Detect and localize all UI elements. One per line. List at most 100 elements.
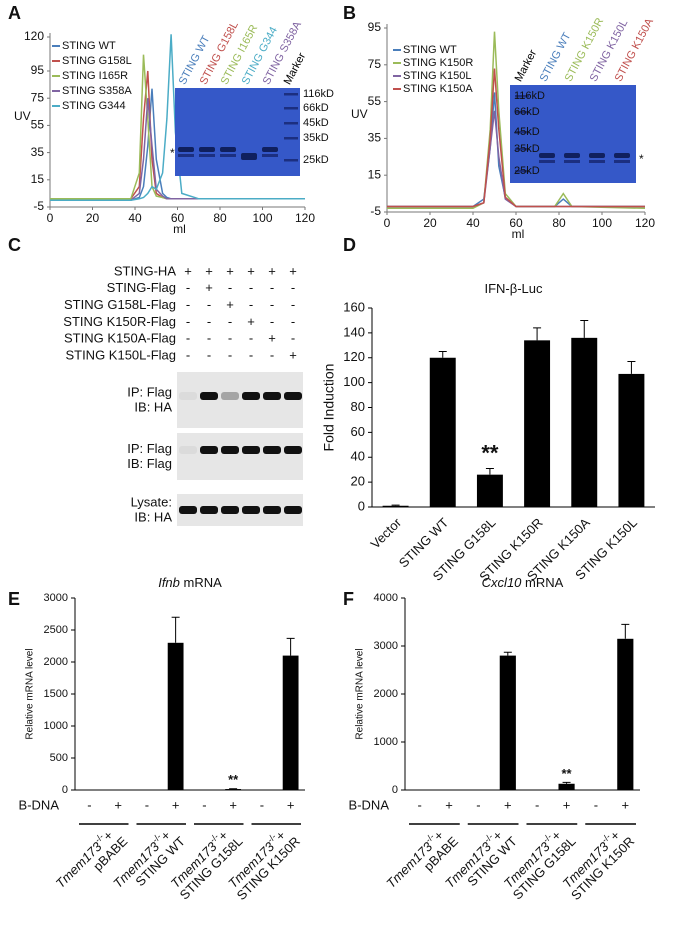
x-tick-label: + [504,797,512,812]
y-tick-label: 500 [50,752,68,764]
legend-label: STING K150L [403,70,471,82]
sign: + [268,331,276,346]
blot-label: Lysate: [131,494,172,509]
y-tick-label: 2000 [44,656,68,668]
error-bar [391,504,400,506]
x-tick-label: + [287,797,295,812]
x-tick-label: - [202,797,206,812]
sign: - [186,297,190,312]
panel-letter: A [8,3,21,23]
bar [429,357,456,507]
blot-label: IB: HA [134,399,172,414]
y-tick-label: 80 [351,399,365,414]
sign: - [249,280,253,295]
sign: + [247,263,255,278]
marker-label: 25kD [514,165,540,177]
sign: + [226,263,234,278]
marker-band [515,131,529,134]
y-tick-label: 95 [31,63,45,77]
sign: - [228,331,232,346]
sign: - [228,347,232,362]
y-tick-label: 40 [351,449,365,464]
line-series [50,98,305,201]
row-label: STING-Flag [107,280,176,295]
group-label: Tmem173-/-+STING G158L [501,828,579,903]
bar [524,340,551,507]
blot-image [177,433,303,480]
x-tick-label: 60 [509,216,523,230]
blot-band [200,392,218,400]
y-tick-label: 1000 [374,736,398,748]
x-tick-label: - [476,797,480,812]
sign: - [186,280,190,295]
bar [167,642,184,790]
panel-letter: D [343,235,356,255]
y-tick-label: 55 [31,118,45,132]
gel-image [175,88,300,176]
error-bar [562,781,571,784]
sign: - [270,297,274,312]
y-tick-label: 15 [31,172,45,186]
blot-label: IB: HA [134,509,172,524]
y-tick-label: 35 [31,145,45,159]
chart-title: IFN-β-Luc [484,281,543,296]
protein-band [589,160,605,163]
marker-label: 45kD [303,117,329,129]
y-axis-label: UV [351,107,368,121]
error-bar [621,623,630,639]
sign: - [228,280,232,295]
blot-band [263,446,281,454]
x-tick-label: + [229,797,237,812]
title-text: mRNA [521,575,563,590]
row-label: STING-HA [114,263,176,278]
x-axis-label: ml [512,227,525,241]
bar [499,655,516,790]
legend-label: STING K150A [403,83,473,95]
error-bar [533,327,542,341]
blot-band [200,506,218,514]
sign: - [249,331,253,346]
legend-label: STING I165R [62,70,128,82]
legend-label: STING K150R [403,57,473,69]
y-axis-label: Fold Induction [321,364,337,452]
x-tick-label: 20 [423,216,437,230]
blot-band [242,446,260,454]
y-axis-label: UV [14,109,31,123]
sign: - [291,331,295,346]
row-label: B-DNA [19,797,60,812]
y-tick-label: 4000 [374,592,398,604]
bar [225,789,242,790]
panel-letter: E [8,589,20,609]
marker-label: 116kD [514,90,545,102]
bar [476,474,503,507]
blot-band [179,392,197,400]
blot-label: IP: Flag [127,384,172,399]
title-text: mRNA [180,575,222,590]
chart-title: Ifnb mRNA [158,575,222,590]
y-tick-label: 100 [343,374,365,389]
blot-band [263,506,281,514]
protein-band [199,154,215,157]
row-label: STING K150R-Flag [63,314,176,329]
row-label: STING K150A-Flag [64,331,176,346]
x-tick-label: 100 [252,211,272,225]
x-tick-label: 80 [552,216,566,230]
x-tick-label: - [87,797,91,812]
x-tick-label: 40 [128,211,142,225]
marker-band [284,137,298,140]
y-tick-label: 55 [368,94,382,108]
blot-image [177,494,303,526]
protein-band [614,160,630,163]
sign: - [186,331,190,346]
protein-band [564,153,580,158]
marker-label: 116kD [303,88,334,100]
marker-label: 25kD [303,154,329,166]
y-tick-label: 35 [368,131,382,145]
blot-band [221,506,239,514]
group-label: Tmem173-/-+STING WT [442,828,520,891]
protein-band [262,154,278,157]
sign: - [291,280,295,295]
sign: - [270,314,274,329]
title-text: IFN-β-Luc [484,281,543,296]
